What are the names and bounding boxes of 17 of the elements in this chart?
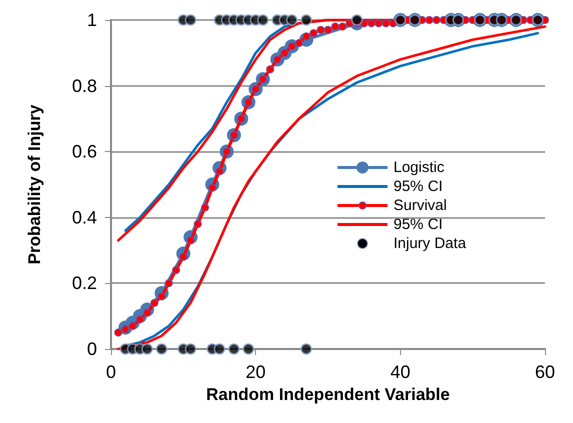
legend-label: 95% CI [394,178,443,195]
y-axis-title: Probability of Injury [25,104,44,264]
y-tick-label: 0.6 [72,142,97,162]
y-tick-label: 0.4 [72,207,97,228]
x-axis-title: Random Independent Variable [206,384,450,404]
x-tick-label: 60 [534,362,556,382]
legend-label: Survival [394,197,447,214]
legend-label: Injury Data [394,235,467,252]
x-tick-label: 40 [390,362,410,382]
y-tick-label: 0.2 [72,273,97,294]
y-tick-label: 1 [86,10,97,30]
legend-label: Logistic [394,159,445,176]
x-tick-label: 20 [246,362,266,382]
x-tick-label: 0 [106,362,116,382]
y-tick-label: 0.8 [72,76,97,96]
y-tick-label: 0 [86,339,97,359]
legend-label: 95% CI [394,216,443,233]
